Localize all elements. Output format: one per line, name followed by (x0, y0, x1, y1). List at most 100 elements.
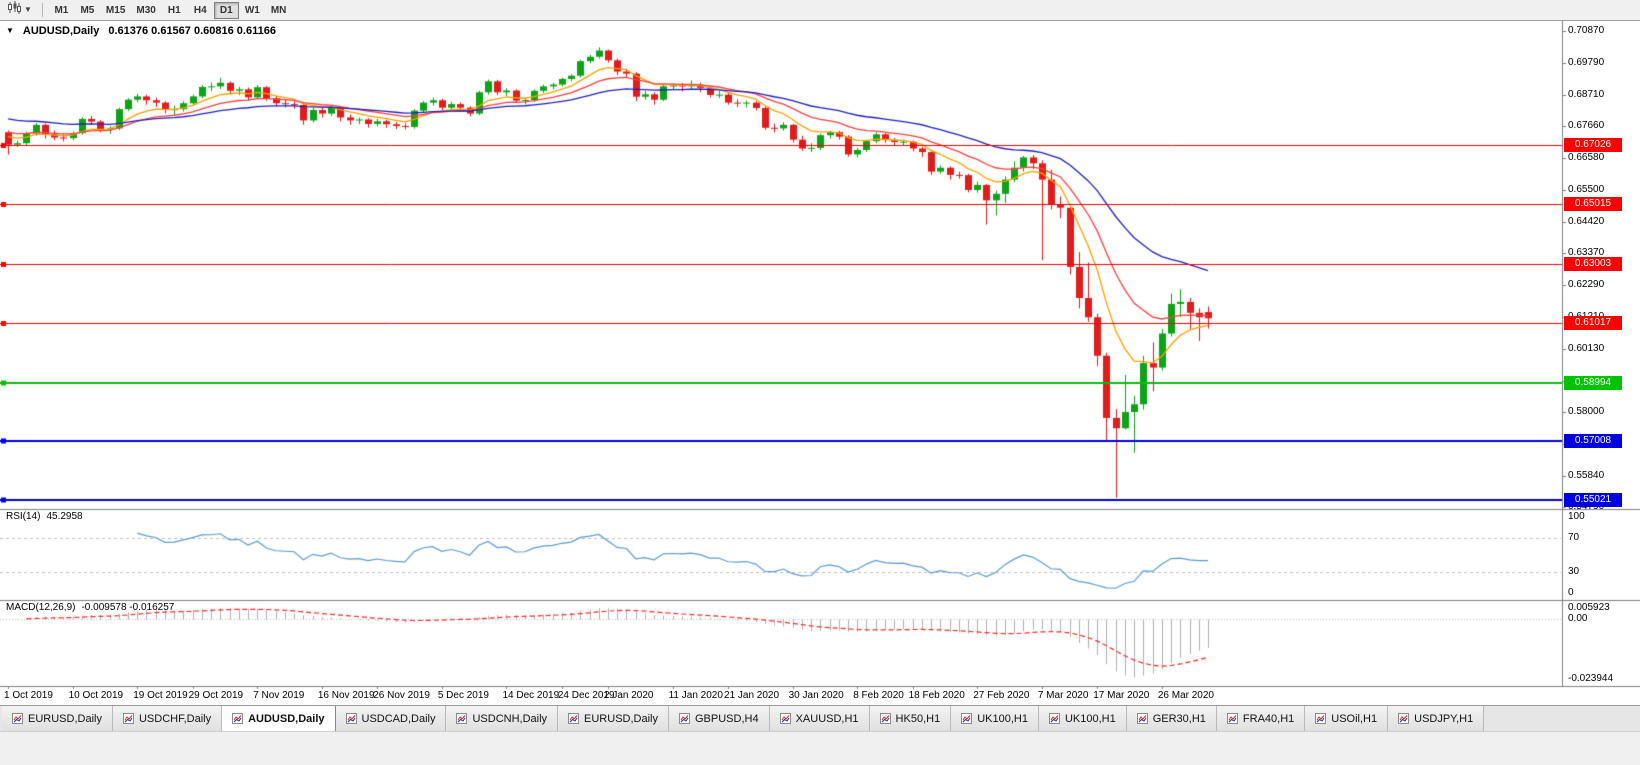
macd-name: MACD(12,26,9) (6, 602, 76, 613)
timeframe-button-w1[interactable]: W1 (240, 2, 265, 19)
timeframe-button-m15[interactable]: M15 (101, 2, 130, 19)
price-axis-tick: 0.66580 (1568, 151, 1605, 163)
macd-axis-label: 0.00 (1568, 613, 1588, 625)
chart-type-button[interactable]: ▼ (3, 0, 36, 20)
tab-chart-icon (456, 713, 468, 724)
tab-label: USDJPY,H1 (1414, 712, 1474, 725)
timeframe-button-h1[interactable]: H1 (162, 2, 187, 19)
tab-eurusd-daily-5[interactable]: EURUSD,Daily (558, 706, 669, 731)
price-axis-tick: 0.62290 (1568, 278, 1605, 290)
chart-title: ▼ AUDUSD,Daily 0.61376 0.61567 0.60816 0… (6, 25, 276, 37)
date-axis-label: 14 Dec 2019 (502, 690, 560, 701)
date-axis-label: 2 Jan 2020 (604, 690, 654, 701)
price-axis-tick: 0.68710 (1568, 88, 1605, 100)
price-axis-tick: 0.58000 (1568, 405, 1605, 417)
date-axis-label: 26 Mar 2020 (1157, 690, 1214, 701)
rsi-name: RSI(14) (6, 511, 41, 522)
tab-fra40-h1-12[interactable]: FRA40,H1 (1216, 706, 1306, 731)
hline-price-tag[interactable]: 0.61017 (1564, 315, 1622, 330)
date-axis-label: 27 Feb 2020 (973, 690, 1030, 701)
hline-price-tag[interactable]: 0.67026 (1564, 137, 1622, 152)
date-axis-label: 11 Jan 2020 (668, 690, 723, 701)
tab-usdchf-daily-1[interactable]: USDCHF,Daily (112, 706, 223, 731)
hline-price-tag[interactable]: 0.58994 (1564, 375, 1622, 390)
chart-ohlc-values: 0.61376 0.61567 0.60816 0.61166 (108, 25, 276, 37)
rsi-axis-label: 100 (1568, 511, 1585, 522)
date-axis-label: 21 Jan 2020 (724, 690, 780, 701)
tab-eurusd-daily-0[interactable]: EURUSD,Daily (2, 706, 113, 731)
tab-xauusd-h1-7[interactable]: XAUUSD,H1 (769, 706, 870, 731)
tab-uk100-h1-10[interactable]: UK100,H1 (1038, 706, 1127, 731)
timeframe-button-m5[interactable]: M5 (75, 2, 100, 19)
hline-price-tag[interactable]: 0.57008 (1564, 434, 1622, 449)
timeframe-button-d1[interactable]: D1 (213, 1, 239, 19)
macd-indicator-label: MACD(12,26,9) -0.009578 -0.016257 (6, 602, 174, 613)
hline-price-tag[interactable]: 0.55021 (1564, 493, 1622, 508)
tab-label: EURUSD,Daily (28, 712, 102, 725)
tab-hk50-h1-8[interactable]: HK50,H1 (869, 706, 952, 731)
price-axis-tick: 0.55840 (1568, 469, 1605, 481)
timeframe-button-m30[interactable]: M30 (131, 2, 160, 19)
macd-axis-label: 0.005923 (1568, 602, 1610, 613)
tab-chart-icon (345, 713, 357, 724)
chart-symbol-period: AUDUSD,Daily (22, 25, 100, 37)
price-axis-tick: 0.65500 (1568, 183, 1605, 195)
tab-usdjpy-h1-14[interactable]: USDJPY,H1 (1388, 706, 1485, 731)
tab-usoil-h1-13[interactable]: USOil,H1 (1305, 706, 1389, 731)
date-axis-label: 10 Oct 2019 (68, 690, 124, 701)
candlestick-chart-icon (7, 0, 22, 20)
tab-chart-icon (1048, 713, 1060, 724)
tab-gbpusd-h4-6[interactable]: GBPUSD,H4 (669, 706, 770, 731)
status-strip (0, 731, 1640, 765)
tab-label: USDCNH,Daily (472, 712, 548, 725)
date-axis-label: 7 Mar 2020 (1037, 690, 1089, 701)
macd-values: -0.009578 -0.016257 (81, 602, 175, 613)
tab-label: UK100,H1 (1064, 712, 1116, 725)
tab-label: HK50,H1 (895, 712, 941, 725)
timeframe-button-mn[interactable]: MN (266, 2, 292, 19)
tab-chart-icon (779, 713, 791, 724)
price-axis-tick: 0.70870 (1568, 25, 1605, 36)
tab-chart-icon (568, 713, 580, 724)
chart-window: ▼ AUDUSD,Daily 0.61376 0.61567 0.60816 0… (0, 21, 1640, 705)
timeframe-button-h4[interactable]: H4 (188, 2, 213, 19)
tab-chart-icon (1136, 713, 1148, 724)
date-axis-label: 18 Feb 2020 (908, 690, 965, 701)
price-axis-tick: 0.64420 (1568, 215, 1605, 227)
tab-chart-icon (879, 713, 891, 724)
tab-label: EURUSD,Daily (584, 712, 658, 725)
date-axis-label: 1 Oct 2019 (4, 690, 53, 701)
tab-label: AUDUSD,Daily (248, 712, 325, 725)
tab-chart-icon (1315, 713, 1327, 724)
tab-uk100-h1-9[interactable]: UK100,H1 (951, 706, 1039, 731)
tab-chart-icon (232, 713, 244, 724)
hline-price-tag[interactable]: 0.65015 (1564, 197, 1622, 212)
tab-label: UK100,H1 (977, 712, 1028, 725)
tab-label: GBPUSD,H4 (695, 712, 759, 725)
tab-label: XAUUSD,H1 (795, 712, 859, 725)
timeframe-button-m1[interactable]: M1 (49, 2, 74, 19)
date-axis-label: 5 Dec 2019 (437, 690, 489, 701)
price-axis-tick: 0.67660 (1568, 120, 1605, 132)
tab-chart-icon (1226, 713, 1238, 724)
tab-chart-icon (961, 713, 973, 724)
date-axis-label: 24 Dec 2019 (557, 690, 615, 701)
tab-label: GER30,H1 (1152, 712, 1206, 725)
price-axis-tick: 0.60130 (1568, 342, 1605, 354)
tab-usdcnh-daily-4[interactable]: USDCNH,Daily (446, 706, 559, 731)
triangle-down-icon[interactable]: ▼ (6, 26, 14, 35)
top-toolbar: ▼ M1 M5 M15 M30 H1 H4 D1 W1 MN (0, 0, 1640, 21)
price-axis-tick: 0.63370 (1568, 247, 1605, 258)
price-chart-canvas[interactable] (0, 21, 1640, 705)
date-axis-label: 16 Nov 2019 (317, 690, 375, 701)
tab-audusd-daily-2[interactable]: AUDUSD,Daily (222, 706, 336, 731)
caret-down-icon: ▼ (24, 5, 32, 14)
hline-price-tag[interactable]: 0.63003 (1564, 256, 1622, 271)
tab-chart-icon (12, 713, 23, 724)
tab-chart-icon (122, 713, 134, 724)
tab-usdcad-daily-3[interactable]: USDCAD,Daily (335, 706, 447, 731)
date-axis-label: 7 Nov 2019 (253, 690, 305, 701)
tab-ger30-h1-11[interactable]: GER30,H1 (1126, 706, 1217, 731)
chart-tab-bar: EURUSD,Daily USDCHF,Daily AUDUSD,Daily USDC… (0, 705, 1640, 731)
date-axis-label: 19 Oct 2019 (133, 690, 188, 701)
